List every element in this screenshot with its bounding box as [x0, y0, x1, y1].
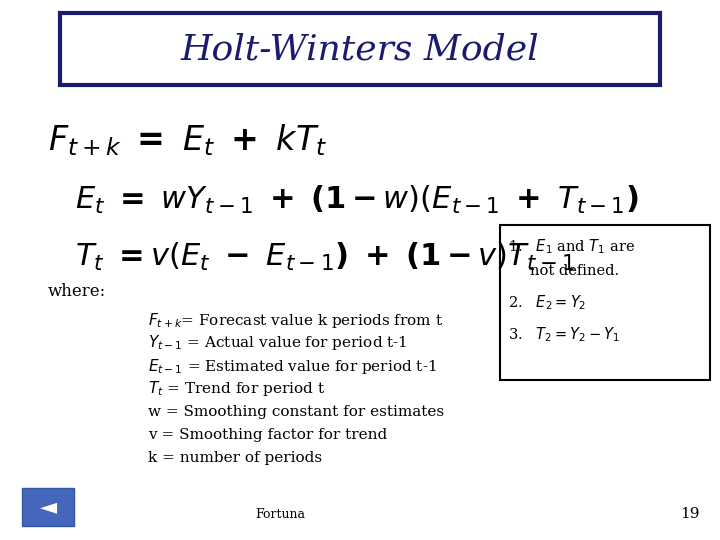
Text: k = number of periods: k = number of periods — [148, 451, 322, 465]
Text: Fortuna: Fortuna — [255, 508, 305, 521]
Text: not defined.: not defined. — [530, 264, 619, 278]
Text: $T_t$ = Trend for period t: $T_t$ = Trend for period t — [148, 380, 325, 399]
Text: $\bf\it{T}$$_{\bf\it{t}}$ $\bf=\it{v}(\bf\it{E}$$_{\bf\it{t}}$ $\bf-$ $\bf\it{E}: $\bf\it{T}$$_{\bf\it{t}}$ $\bf=\it{v}(\b… — [75, 241, 575, 273]
Text: $\bf\it{E}$$_{\bf\it{t}}$ $\bf=$ $\bf\it{wY}$$_{\bf\it{t-1}}$ $\bf+$ $\bf(1-\it{: $\bf\it{E}$$_{\bf\it{t}}$ $\bf=$ $\bf\it… — [75, 184, 639, 216]
FancyBboxPatch shape — [500, 225, 710, 380]
Text: 2.   $E_2 = Y_2$: 2. $E_2 = Y_2$ — [508, 294, 586, 312]
Text: 1.   $E_1$ and $T_1$ are: 1. $E_1$ and $T_1$ are — [508, 238, 635, 256]
Text: $E_{t-1}$ = Estimated value for period t-1: $E_{t-1}$ = Estimated value for period t… — [148, 356, 437, 375]
Text: 3.   $T_2 = Y_2 - Y_1$: 3. $T_2 = Y_2 - Y_1$ — [508, 326, 620, 345]
FancyBboxPatch shape — [22, 488, 74, 526]
Text: v = Smoothing factor for trend: v = Smoothing factor for trend — [148, 428, 387, 442]
Text: w = Smoothing constant for estimates: w = Smoothing constant for estimates — [148, 405, 444, 419]
Text: Holt-Winters Model: Holt-Winters Model — [181, 32, 539, 66]
Text: 19: 19 — [680, 507, 700, 521]
Text: where:: where: — [48, 284, 107, 300]
Text: $Y_{t-1}$ = Actual value for period t-1: $Y_{t-1}$ = Actual value for period t-1 — [148, 334, 408, 353]
FancyBboxPatch shape — [60, 13, 660, 85]
Text: ◄: ◄ — [40, 497, 57, 517]
Text: $F_{t+k}$= Forecast value k periods from t: $F_{t+k}$= Forecast value k periods from… — [148, 310, 444, 329]
Text: $\bf\it{F}$$_{\bf\it{t+k}}$ $\bf=$ $\bf\it{E}$$_{\bf\it{t}}$ $\bf+$ $\bf\it{kT}$: $\bf\it{F}$$_{\bf\it{t+k}}$ $\bf=$ $\bf\… — [48, 122, 328, 158]
